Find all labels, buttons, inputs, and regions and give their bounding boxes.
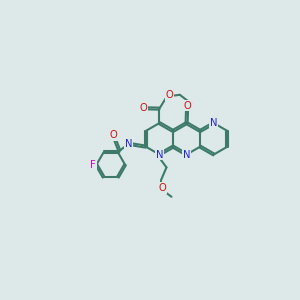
Text: N: N: [125, 139, 133, 149]
Text: N: N: [210, 118, 218, 128]
Text: O: O: [140, 103, 147, 113]
Text: N: N: [183, 149, 190, 160]
Text: N: N: [156, 149, 163, 160]
Text: O: O: [110, 130, 117, 140]
Text: O: O: [183, 100, 191, 111]
Text: F: F: [90, 160, 96, 170]
Text: O: O: [158, 183, 166, 193]
Text: O: O: [165, 90, 173, 100]
